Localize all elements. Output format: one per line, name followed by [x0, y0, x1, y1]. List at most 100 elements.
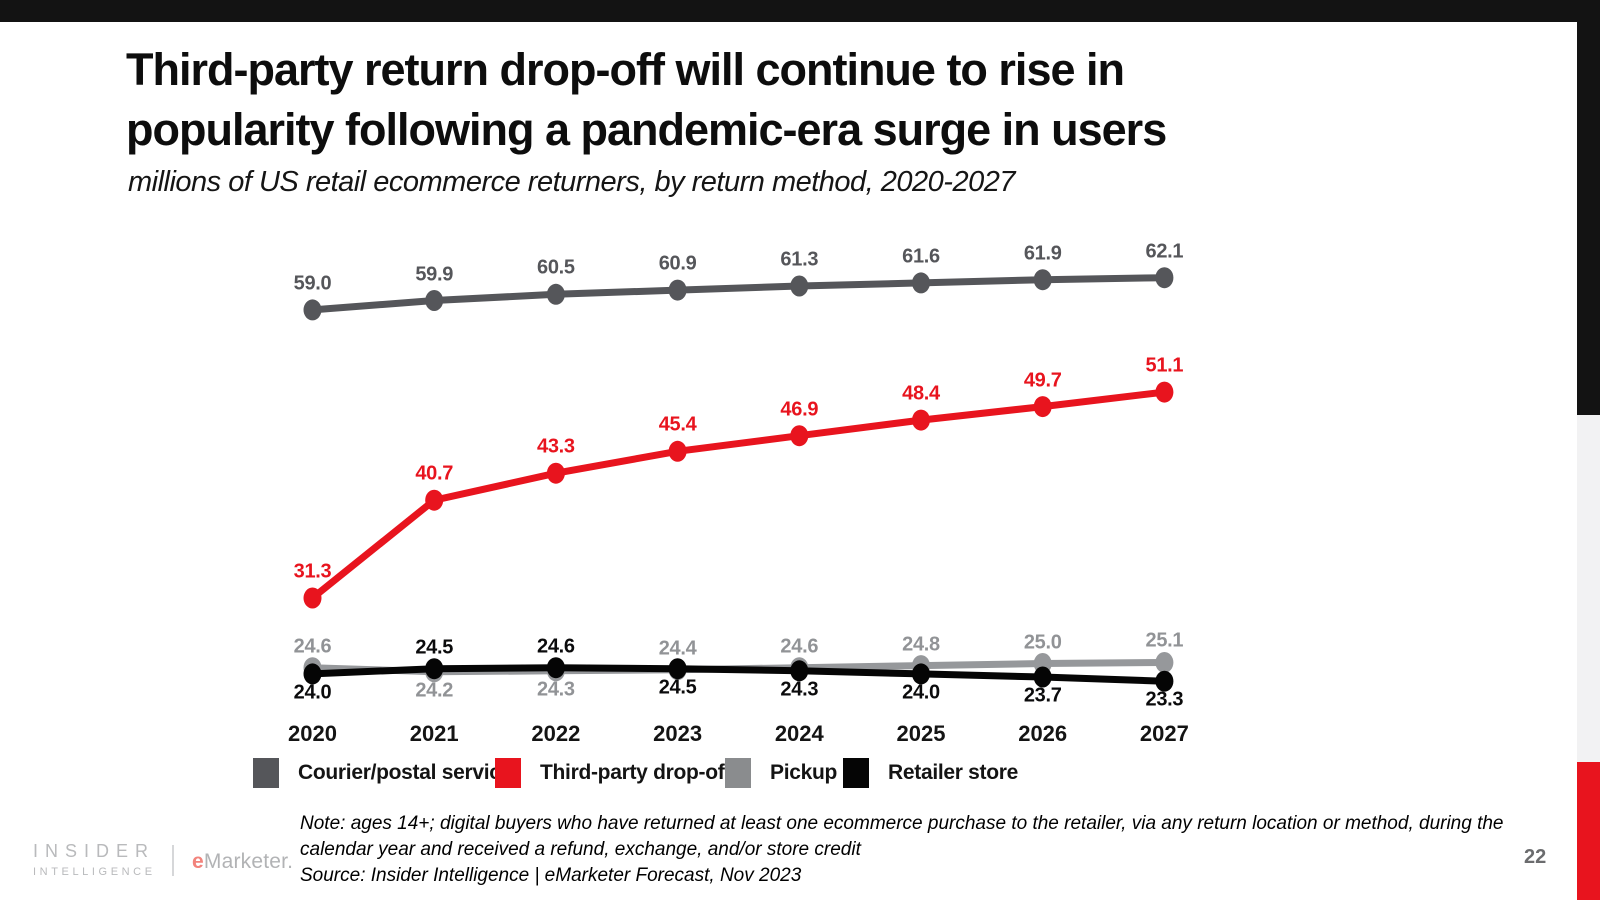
series-line-third-party-drop-off — [310, 388, 1165, 601]
slide-subtitle: millions of US retail ecommerce returner… — [128, 166, 1015, 198]
data-point-third-party-drop-off-2026 — [1033, 396, 1052, 418]
data-label-third-party-drop-off-2024: 46.9 — [780, 398, 819, 421]
title-line-2: popularity following a pandemic-era surg… — [126, 104, 1167, 155]
data-point-retailer-store-2024 — [790, 660, 809, 682]
legend-item-retailer-store: Retailer store — [843, 758, 1018, 788]
data-point-retailer-store-2023 — [668, 658, 687, 680]
legend-item-pickup: Pickup — [725, 758, 837, 788]
footnote-note-line-1: Note: ages 14+; digital buyers who have … — [300, 813, 1504, 834]
data-point-retailer-store-2027 — [1155, 670, 1174, 692]
right-rail-black-segment — [1577, 0, 1600, 415]
data-label-retailer-store-2026: 23.7 — [1023, 684, 1062, 707]
insider-intelligence-logo: INSIDER INTELLIGENCE — [33, 841, 156, 878]
page-number: 22 — [1524, 846, 1547, 868]
data-point-courier-postal-service-2020 — [303, 299, 322, 321]
x-axis-label-2020: 2020 — [288, 721, 337, 746]
data-label-courier-postal-service-2021: 59.9 — [415, 263, 454, 286]
x-axis-label-2024: 2024 — [774, 721, 824, 746]
data-label-pickup-2027: 25.1 — [1145, 629, 1184, 652]
data-point-courier-postal-service-2023 — [668, 279, 687, 301]
legend-label-pickup: Pickup — [770, 761, 838, 784]
x-axis-label-2023: 2023 — [653, 721, 703, 746]
legend-item-third-party-drop-off: Third-party drop-off — [495, 758, 731, 788]
footnote-note-line-2: calendar year and received a refund, exc… — [300, 839, 861, 860]
data-label-pickup-2025: 24.8 — [902, 633, 940, 656]
legend-swatch-retailer-store — [843, 758, 869, 788]
data-point-retailer-store-2020 — [303, 663, 322, 685]
data-label-third-party-drop-off-2025: 48.4 — [902, 382, 940, 405]
legend-label-third-party-drop-off: Third-party drop-off — [540, 761, 732, 784]
data-label-third-party-drop-off-2023: 45.4 — [658, 413, 697, 436]
right-rail-gray-segment — [1577, 415, 1600, 762]
data-label-courier-postal-service-2020: 59.0 — [293, 272, 332, 295]
data-label-pickup-2021: 24.2 — [415, 679, 454, 702]
data-point-third-party-drop-off-2025 — [912, 409, 930, 431]
data-point-courier-postal-service-2026 — [1033, 269, 1052, 291]
legend-item-courier-postal-service: Courier/postal service — [253, 758, 512, 788]
data-label-courier-postal-service-2026: 61.9 — [1023, 242, 1062, 265]
x-axis-label-2026: 2026 — [1018, 721, 1068, 746]
data-label-pickup-2023: 24.4 — [658, 637, 697, 660]
emarketer-logo-e: e — [192, 850, 204, 873]
data-point-courier-postal-service-2025 — [912, 272, 930, 294]
data-point-retailer-store-2025 — [912, 663, 930, 685]
data-label-pickup-2022: 24.3 — [537, 678, 575, 701]
data-label-retailer-store-2027: 23.3 — [1145, 688, 1184, 711]
top-accent-bar — [0, 0, 1600, 22]
data-label-retailer-store-2024: 24.3 — [780, 678, 819, 701]
logo-divider — [172, 845, 174, 876]
data-point-courier-postal-service-2027 — [1155, 267, 1174, 289]
data-label-third-party-drop-off-2027: 51.1 — [1145, 354, 1184, 377]
series-line-retailer-store — [312, 664, 1165, 685]
data-point-courier-postal-service-2024 — [790, 275, 809, 297]
data-label-retailer-store-2023: 24.5 — [658, 676, 697, 699]
x-axis-label-2022: 2022 — [531, 721, 581, 746]
data-label-retailer-store-2021: 24.5 — [415, 636, 454, 659]
data-point-retailer-store-2021 — [425, 658, 444, 680]
emarketer-logo: eMarketer. — [192, 850, 293, 874]
data-point-third-party-drop-off-2022 — [546, 462, 565, 484]
data-label-courier-postal-service-2025: 61.6 — [902, 245, 940, 268]
data-point-courier-postal-service-2021 — [425, 290, 444, 311]
data-point-retailer-store-2026 — [1033, 666, 1052, 688]
data-label-courier-postal-service-2023: 60.9 — [658, 252, 697, 275]
legend-label-retailer-store: Retailer store — [888, 761, 1019, 784]
data-label-third-party-drop-off-2020: 31.3 — [293, 560, 332, 583]
data-label-third-party-drop-off-2022: 43.3 — [537, 435, 575, 458]
title-line-1: Third-party return drop-off will continu… — [126, 44, 1125, 95]
data-label-third-party-drop-off-2026: 49.7 — [1023, 369, 1062, 392]
data-point-third-party-drop-off-2027 — [1155, 381, 1174, 403]
footnote: Note: ages 14+; digital buyers who have … — [300, 811, 1504, 889]
data-label-courier-postal-service-2022: 60.5 — [537, 256, 575, 279]
data-label-pickup-2026: 25.0 — [1023, 631, 1062, 653]
legend-swatch-third-party-drop-off — [495, 758, 521, 788]
footnote-source-line: Source: Insider Intelligence | eMarketer… — [300, 865, 802, 886]
legend-swatch-courier-postal-service — [253, 758, 279, 788]
data-point-retailer-store-2022 — [546, 657, 565, 679]
data-point-third-party-drop-off-2020 — [303, 587, 322, 609]
data-point-third-party-drop-off-2021 — [425, 489, 444, 511]
insider-logo-text: INSIDER — [33, 841, 156, 861]
data-label-pickup-2024: 24.6 — [780, 635, 819, 658]
data-label-pickup-2020: 24.6 — [293, 635, 332, 658]
x-axis-label-2027: 2027 — [1139, 721, 1189, 746]
data-label-retailer-store-2025: 24.0 — [902, 681, 940, 704]
x-axis-label-2025: 2025 — [896, 721, 946, 746]
series-line-courier-postal-service — [312, 274, 1165, 314]
data-point-courier-postal-service-2022 — [546, 283, 565, 305]
data-label-retailer-store-2020: 24.0 — [293, 681, 332, 704]
data-label-third-party-drop-off-2021: 40.7 — [415, 462, 454, 485]
data-point-third-party-drop-off-2024 — [790, 425, 809, 447]
data-label-retailer-store-2022: 24.6 — [537, 635, 575, 658]
emarketer-logo-rest: Marketer. — [203, 850, 294, 873]
legend-swatch-pickup — [725, 758, 751, 788]
data-label-courier-postal-service-2027: 62.1 — [1145, 240, 1184, 263]
data-label-courier-postal-service-2024: 61.3 — [780, 248, 819, 271]
data-point-third-party-drop-off-2023 — [668, 440, 687, 462]
x-axis-label-2021: 2021 — [409, 721, 459, 746]
right-rail-red-segment — [1577, 762, 1600, 900]
legend-label-courier-postal-service: Courier/postal service — [298, 761, 512, 784]
slide-title: Third-party return drop-off will continu… — [126, 40, 1167, 160]
